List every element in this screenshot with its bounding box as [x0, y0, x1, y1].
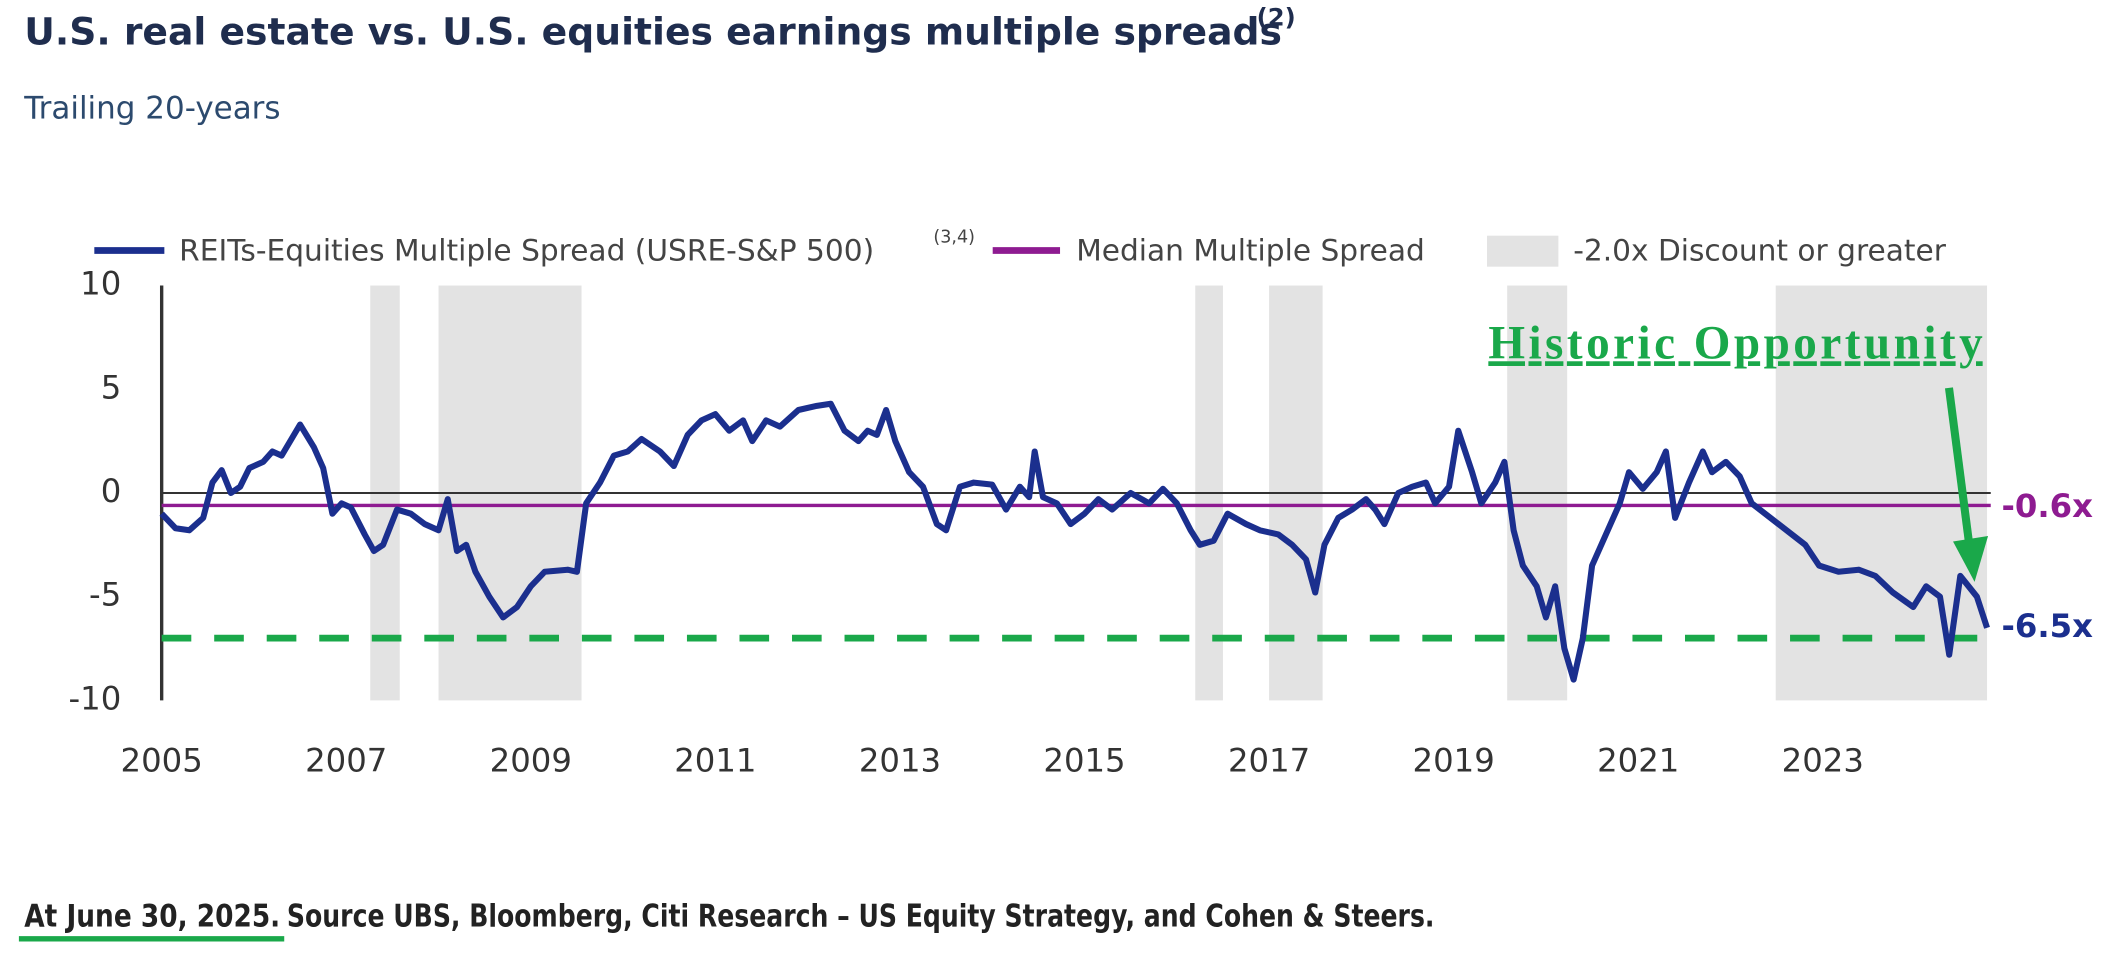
y-tick-label: 5 [101, 368, 122, 406]
title-note: (2) [1257, 3, 1296, 32]
x-tick-label: 2015 [1043, 741, 1125, 779]
end-label: -6.5x [2002, 607, 2094, 645]
x-tick-label: 2009 [490, 741, 572, 779]
x-tick-label: 2007 [305, 741, 387, 779]
chart-subtitle: Trailing 20-years [23, 91, 280, 127]
x-tick-label: 2023 [1782, 741, 1864, 779]
x-tick-label: 2005 [121, 741, 203, 779]
legend-swatch [1487, 235, 1559, 267]
legend-label: REITs-Equities Multiple Spread (USRE-S&P… [179, 232, 874, 267]
x-tick-label: 2017 [1228, 741, 1310, 779]
legend-note: (3,4) [933, 227, 974, 247]
y-tick-label: 10 [80, 265, 121, 303]
footnote-date: At June 30, 2025. [24, 899, 280, 935]
footnote: Source UBS, Bloomberg, Citi Research – U… [287, 899, 1435, 935]
chart-title: U.S. real estate vs. U.S. equities earni… [24, 9, 1282, 53]
series-line [159, 400, 1990, 683]
annotation-arrowhead [1953, 536, 1989, 582]
median-label: -0.6x [2002, 487, 2094, 525]
legend-label: Median Multiple Spread [1076, 232, 1425, 267]
y-tick-label: -10 [68, 679, 121, 717]
x-tick-label: 2011 [674, 741, 756, 779]
legend-label: -2.0x Discount or greater [1573, 232, 1947, 267]
annotation-arrow [1944, 387, 1974, 545]
x-tick-label: 2019 [1413, 741, 1495, 779]
annotation: Historic Opportunity [1488, 317, 1983, 369]
y-tick-label: -5 [89, 576, 121, 614]
y-tick-label: 0 [101, 472, 122, 510]
x-tick-label: 2021 [1597, 741, 1679, 779]
x-tick-label: 2013 [859, 741, 941, 779]
